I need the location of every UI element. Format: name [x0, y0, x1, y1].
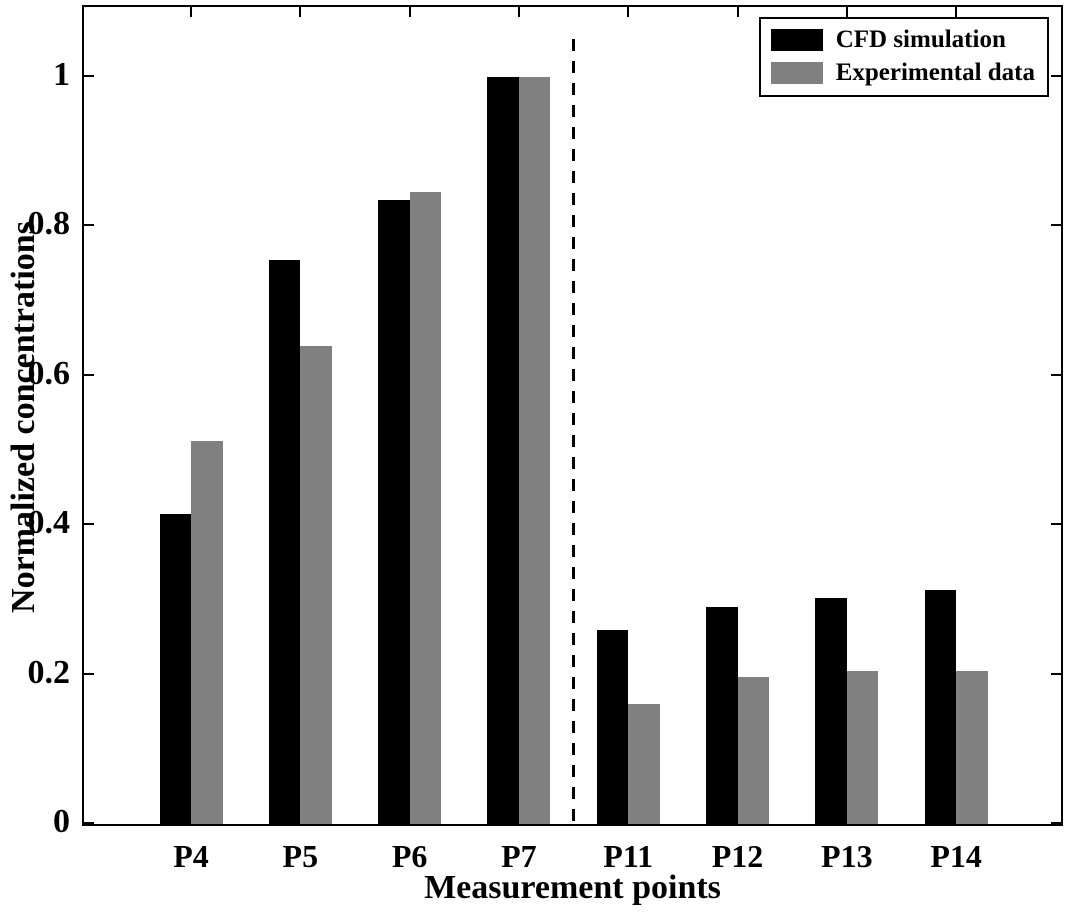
y-tick-left: [84, 224, 94, 226]
y-tick-label: 0.6: [27, 354, 71, 392]
bar-cfd-simulation-p5: [268, 259, 301, 824]
bar-cfd-simulation-p4: [159, 513, 191, 824]
y-tick-label: 1: [53, 55, 70, 93]
y-tick-left: [84, 822, 94, 824]
y-tick-label: 0.8: [27, 205, 71, 242]
x-tick-label: P5: [282, 838, 319, 874]
x-tick-top: [408, 7, 411, 17]
plot-area: CFD simulation Experimental data: [82, 5, 1063, 826]
legend-swatch-experimental: [770, 62, 823, 84]
separator-dashed-line: [572, 39, 576, 824]
legend-item-cfd: CFD simulation: [770, 26, 1035, 53]
bar-experimental-data-p6: [409, 192, 442, 824]
legend-item-experimental: Experimental data: [770, 59, 1035, 86]
y-axis-title: Normalized concentrations: [5, 221, 42, 613]
x-tick-top: [190, 7, 192, 17]
legend: CFD simulation Experimental data: [758, 17, 1049, 97]
bar-experimental-data-p5: [300, 345, 332, 824]
y-tick-right: [1051, 822, 1061, 824]
x-tick-label: P6: [391, 838, 428, 874]
bar-cfd-simulation-p12: [706, 607, 738, 824]
legend-swatch-cfd: [770, 29, 823, 51]
x-tick-top: [627, 7, 630, 17]
x-tick-label: P7: [501, 838, 537, 874]
bar-experimental-data-p11: [628, 704, 660, 824]
y-tick-right: [1051, 74, 1061, 77]
y-tick-right: [1051, 523, 1061, 525]
x-tick-top: [299, 7, 302, 17]
x-tick-label: P14: [930, 838, 982, 874]
bar-cfd-simulation-p14: [924, 590, 957, 824]
y-tick-label: 0: [53, 803, 70, 840]
bar-cfd-simulation-p13: [815, 598, 847, 824]
bar-experimental-data-p14: [956, 670, 988, 824]
x-tick-label: P11: [603, 838, 654, 874]
bar-cfd-simulation-p11: [596, 629, 629, 824]
y-tick-left: [84, 523, 94, 525]
y-tick-label: 0.4: [27, 504, 71, 541]
y-tick-left: [84, 373, 94, 376]
bar-experimental-data-p7: [518, 76, 551, 824]
x-tick-top: [955, 7, 958, 17]
x-axis-title: Measurement points: [424, 869, 721, 906]
x-tick-label: P12: [711, 838, 764, 874]
bar-cfd-simulation-p7: [487, 76, 519, 824]
legend-label-cfd: CFD simulation: [835, 26, 1006, 53]
y-tick-right: [1051, 373, 1061, 376]
y-tick-right: [1051, 672, 1061, 675]
y-tick-right: [1051, 224, 1061, 226]
bar-experimental-data-p13: [846, 670, 879, 824]
x-tick-top: [845, 7, 848, 17]
x-tick-top: [517, 7, 520, 17]
y-tick-label: 0.2: [27, 653, 71, 691]
x-tick-top: [736, 7, 739, 17]
x-tick-label: P4: [173, 838, 209, 874]
x-tick-label: P13: [821, 838, 873, 874]
y-tick-left: [84, 672, 94, 675]
bar-experimental-data-p4: [191, 440, 223, 824]
y-tick-left: [84, 74, 94, 77]
legend-label-experimental: Experimental data: [835, 59, 1035, 86]
bar-experimental-data-p12: [737, 676, 769, 824]
bar-cfd-simulation-p6: [378, 199, 410, 824]
